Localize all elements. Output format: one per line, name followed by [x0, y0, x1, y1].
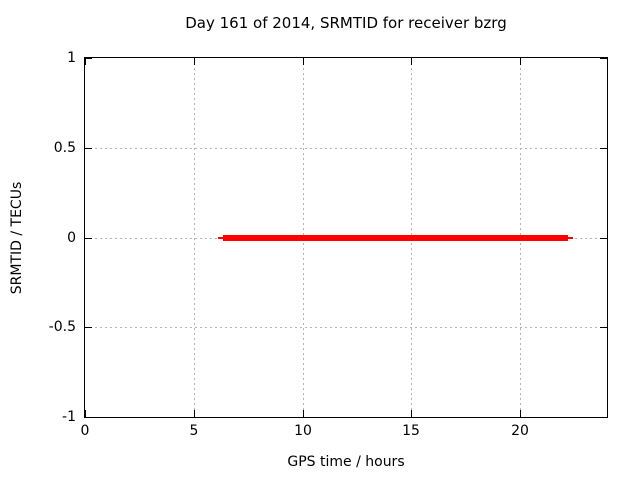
y-tick-mark-left — [85, 148, 92, 149]
y-tick-label: 0 — [67, 230, 76, 246]
x-tick-mark-bottom — [411, 410, 412, 417]
y-tick-label: -1 — [62, 409, 76, 425]
x-tick-mark-bottom — [520, 410, 521, 417]
x-tick-label: 0 — [80, 423, 90, 439]
plot-area — [84, 57, 608, 418]
x-axis-label: GPS time / hours — [287, 454, 405, 470]
x-tick-label: 5 — [189, 423, 199, 439]
x-tick-mark-bottom — [194, 410, 195, 417]
x-tick-label: 15 — [402, 423, 420, 439]
x-tick-mark-top — [194, 58, 195, 65]
y-tick-label: -0.5 — [48, 319, 76, 335]
y-axis-label: SRMTID / TECUs — [9, 181, 25, 295]
y-tick-mark-left — [85, 58, 92, 59]
y-tick-mark-right — [600, 238, 607, 239]
y-tick-mark-right — [600, 58, 607, 59]
y-tick-mark-left — [85, 327, 92, 328]
y-tick-label: 0.5 — [53, 140, 76, 156]
y-gridline — [85, 148, 607, 149]
y-tick-mark-left — [85, 417, 92, 418]
x-gridline — [194, 58, 195, 417]
x-tick-mark-top — [520, 58, 521, 65]
x-tick-mark-top — [85, 58, 86, 65]
y-tick-mark-right — [600, 148, 607, 149]
y-gridline — [85, 327, 607, 328]
y-tick-mark-left — [85, 238, 92, 239]
y-tick-mark-right — [600, 327, 607, 328]
y-tick-label: 1 — [67, 50, 76, 66]
x-tick-mark-bottom — [85, 410, 86, 417]
data-line-srmtid — [223, 235, 568, 241]
y-tick-mark-right — [600, 417, 607, 418]
x-tick-label: 20 — [511, 423, 529, 439]
x-tick-label: 10 — [294, 423, 312, 439]
x-tick-mark-top — [303, 58, 304, 65]
x-tick-mark-bottom — [303, 410, 304, 417]
x-tick-mark-top — [411, 58, 412, 65]
chart-title: Day 161 of 2014, SRMTID for receiver bzr… — [185, 14, 507, 32]
